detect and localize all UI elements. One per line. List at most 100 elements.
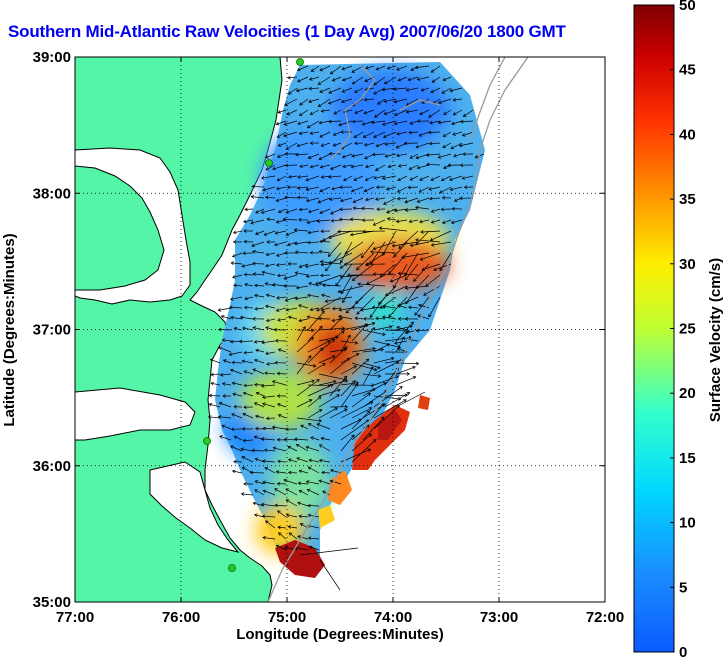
velocity-arrow-head xyxy=(285,427,289,432)
velocity-arrow xyxy=(397,304,408,309)
velocity-arrow-head xyxy=(417,314,421,318)
velocity-arrow xyxy=(232,382,243,386)
velocity-arrow-head xyxy=(265,318,270,323)
velocity-arrow xyxy=(317,197,331,203)
velocity-arrow-head xyxy=(319,89,323,93)
velocity-arrow xyxy=(307,219,320,224)
velocity-arrow-head xyxy=(252,368,257,372)
velocity-arrow-head xyxy=(310,436,314,440)
velocity-arrow xyxy=(244,274,254,276)
velocity-arrow-head xyxy=(396,326,400,330)
velocity-arrow-head xyxy=(374,167,379,171)
velocity-arrow-head xyxy=(222,359,227,363)
velocity-arrow xyxy=(286,514,298,518)
velocity-arrow xyxy=(309,546,320,551)
velocity-arrow-head xyxy=(242,412,247,417)
velocity-arrow-head xyxy=(266,240,270,244)
velocity-arrow-head xyxy=(373,91,377,95)
velocity-arrow-head xyxy=(278,209,282,214)
velocity-arrow-head xyxy=(366,281,370,285)
colorbar-tick-label: 25 xyxy=(679,321,696,338)
velocity-arrow-head xyxy=(433,267,437,272)
velocity-arrow-head xyxy=(395,219,400,224)
velocity-arrow-head xyxy=(298,514,302,519)
velocity-arrow xyxy=(362,390,388,408)
velocity-arrow-head xyxy=(293,437,298,442)
velocity-arrow-head xyxy=(354,110,358,115)
velocity-arrow xyxy=(283,218,298,221)
velocity-arrow xyxy=(319,131,331,138)
velocity-arrow-head xyxy=(241,456,245,460)
velocity-arrow-head xyxy=(354,341,359,345)
velocity-arrow-head xyxy=(305,187,310,192)
velocity-arrow-head xyxy=(361,206,365,211)
velocity-arrow xyxy=(310,307,320,311)
velocity-arrow-head xyxy=(230,297,234,301)
velocity-arrow xyxy=(272,164,287,170)
x-tick-label: 75:00 xyxy=(268,609,306,626)
velocity-arrow xyxy=(288,459,298,463)
velocity-arrow xyxy=(297,120,309,125)
velocity-arrow-head xyxy=(437,120,442,125)
velocity-arrow xyxy=(420,252,441,261)
velocity-arrow-head xyxy=(354,383,359,387)
velocity-arrow xyxy=(365,252,386,266)
velocity-arrow xyxy=(229,306,243,309)
velocity-arrow xyxy=(337,230,364,232)
velocity-arrow-head xyxy=(336,394,340,398)
velocity-arrow xyxy=(410,241,430,246)
velocity-arrow xyxy=(385,285,408,296)
velocity-arrow-head xyxy=(378,226,383,231)
velocity-arrow xyxy=(276,186,287,190)
velocity-arrow-head xyxy=(255,391,260,396)
velocity-arrow xyxy=(340,142,353,150)
velocity-arrow-head xyxy=(307,423,312,427)
velocity-arrow-head xyxy=(404,317,409,321)
velocity-arrow-head xyxy=(420,230,424,234)
velocity-arrow-head xyxy=(415,144,420,149)
velocity-arrow-head xyxy=(319,273,324,278)
velocity-arrow-head xyxy=(209,358,214,362)
velocity-arrow xyxy=(426,163,441,166)
velocity-arrow xyxy=(285,488,298,496)
velocity-arrow xyxy=(319,186,331,192)
velocity-arrow-head xyxy=(233,404,237,409)
velocity-arrow xyxy=(438,98,452,104)
velocity-arrow-head xyxy=(232,275,236,279)
velocity-arrow-head xyxy=(404,330,409,335)
velocity-arrow-head xyxy=(299,523,304,527)
velocity-arrow-head xyxy=(393,99,398,104)
velocity-arrow-head xyxy=(365,66,369,70)
velocity-arrow xyxy=(241,263,254,267)
velocity-arrow-head xyxy=(293,228,298,232)
velocity-arrow-head xyxy=(294,296,299,301)
velocity-arrow xyxy=(430,87,441,93)
velocity-arrow xyxy=(442,219,452,224)
velocity-arrow-head xyxy=(310,337,314,341)
velocity-arrow xyxy=(351,410,370,430)
velocity-arrow xyxy=(452,131,463,136)
velocity-arrow-head xyxy=(364,177,369,181)
velocity-arrow xyxy=(340,382,359,386)
velocity-arrow xyxy=(232,393,243,397)
velocity-arrow-head xyxy=(416,165,421,170)
y-tick-label: 38:00 xyxy=(33,185,71,202)
velocity-arrow-head xyxy=(252,272,256,276)
velocity-arrow xyxy=(295,251,309,254)
velocity-arrow xyxy=(384,394,408,397)
velocity-arrow-head xyxy=(244,282,248,287)
velocity-arrow xyxy=(307,409,323,419)
velocity-arrow-head xyxy=(241,427,246,431)
colorbar-tick-label: 15 xyxy=(679,450,696,467)
velocity-arrow xyxy=(352,263,375,281)
velocity-arrow-head xyxy=(339,185,343,190)
velocity-arrow-head xyxy=(409,121,414,125)
velocity-arrow xyxy=(272,426,287,430)
velocity-arrow xyxy=(351,186,364,192)
velocity-arrow xyxy=(398,272,419,276)
velocity-arrow-head xyxy=(405,300,409,305)
velocity-arrow-head xyxy=(423,292,427,296)
velocity-arrow xyxy=(319,459,331,463)
velocity-arrow xyxy=(306,186,320,191)
velocity-arrow xyxy=(277,153,287,158)
